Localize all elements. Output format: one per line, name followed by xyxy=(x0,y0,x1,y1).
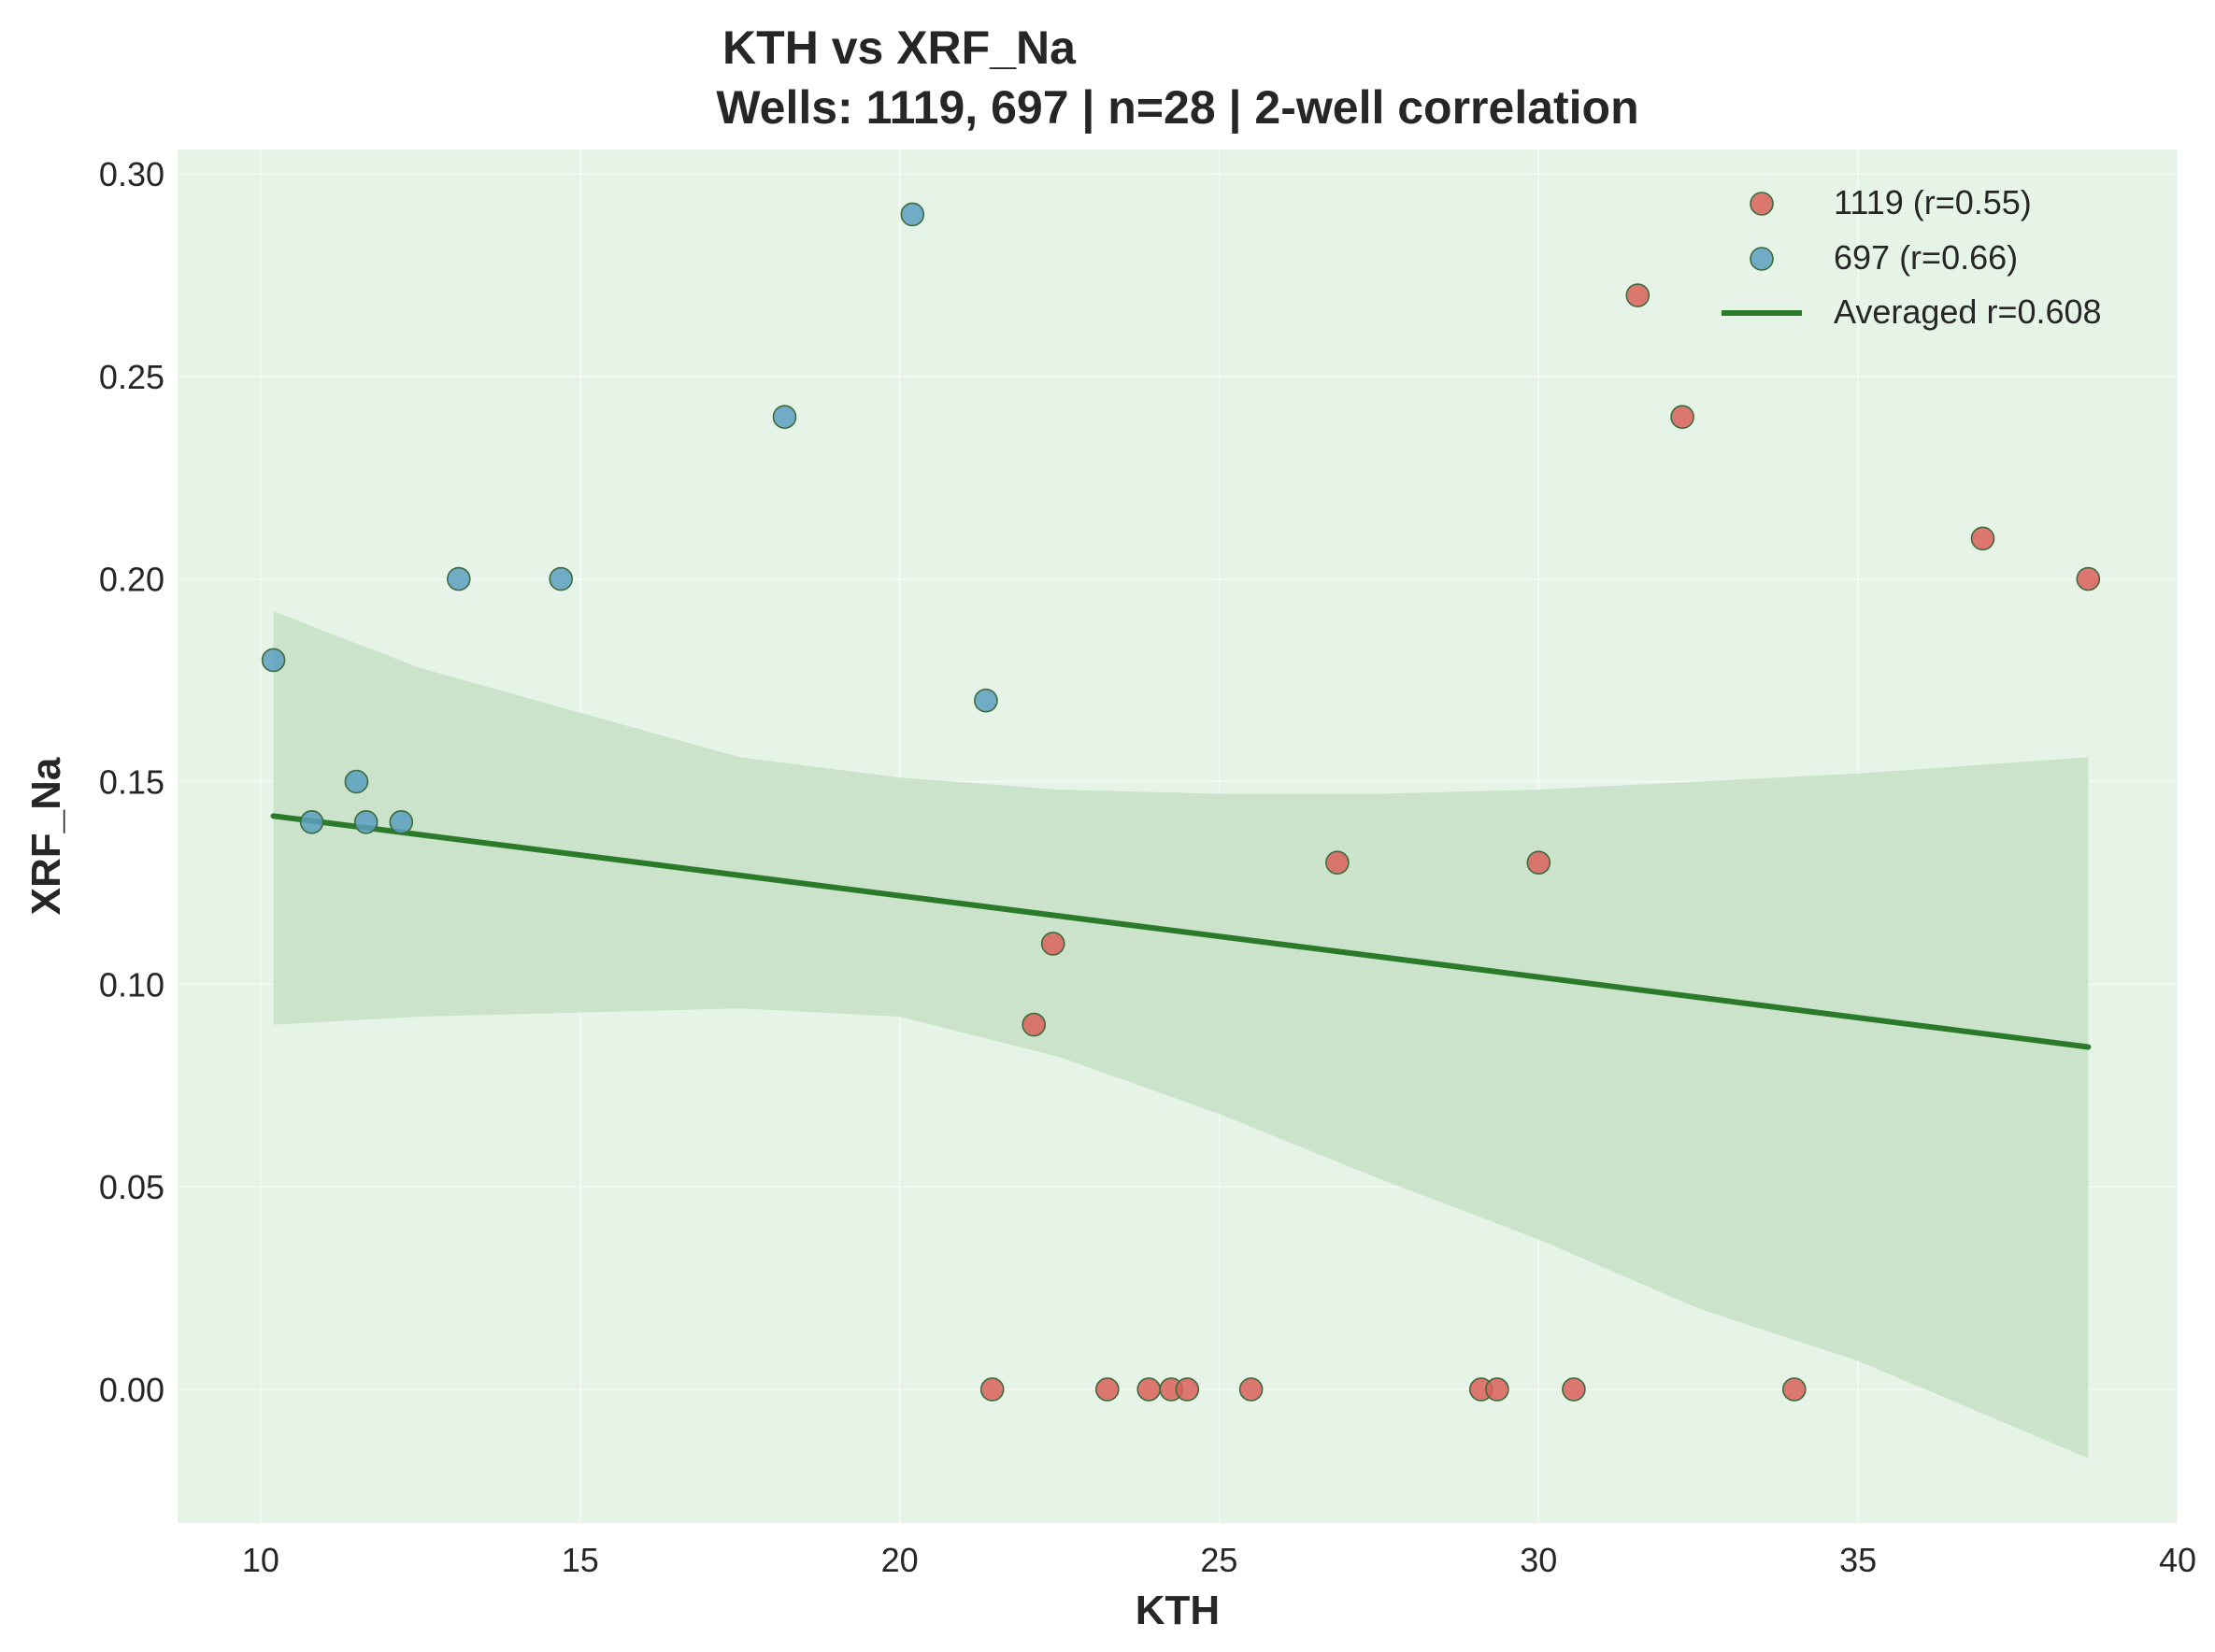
y-tick-label: 0.15 xyxy=(99,762,164,801)
data-point-1119 xyxy=(1526,850,1551,876)
data-point-1119 xyxy=(1970,526,1995,551)
confidence-band-layer xyxy=(273,611,2089,1459)
fit-line xyxy=(270,813,2092,1050)
x-tick-label: 15 xyxy=(562,1541,599,1579)
y-tick-label: 0.30 xyxy=(99,155,164,193)
legend-label-1119: 1119 (r=0.55) xyxy=(1834,183,2032,221)
y-tick-label: 0.00 xyxy=(99,1371,164,1409)
confidence-band xyxy=(273,611,2089,1459)
data-point-1119 xyxy=(1670,405,1694,430)
points-layer xyxy=(261,202,2101,1402)
x-tick-label: 25 xyxy=(1200,1541,1237,1579)
data-point-1119 xyxy=(1485,1377,1509,1402)
data-point-1119 xyxy=(1782,1377,1807,1402)
data-point-1119 xyxy=(2076,566,2101,591)
data-point-697 xyxy=(389,809,414,834)
data-point-1119 xyxy=(1040,932,1065,956)
x-tick-label: 10 xyxy=(242,1541,279,1579)
x-tick-label: 30 xyxy=(1520,1541,1557,1579)
chart-title: KTH vs XRF_Na xyxy=(722,21,1077,74)
data-point-697 xyxy=(549,566,574,591)
x-tick-labels: 10 15 20 25 30 35 40 xyxy=(242,1541,2196,1579)
data-point-697 xyxy=(344,769,369,794)
y-tick-label: 0.20 xyxy=(99,561,164,599)
data-point-1119 xyxy=(1022,1012,1046,1037)
data-point-1119 xyxy=(1095,1377,1120,1402)
data-point-1119 xyxy=(1136,1377,1161,1402)
legend-marker-1119 xyxy=(1750,192,1774,216)
x-axis-label: KTH xyxy=(1136,1588,1220,1633)
data-point-697 xyxy=(974,688,998,713)
y-axis-label: XRF_Na xyxy=(23,757,69,915)
legend-label-697: 697 (r=0.66) xyxy=(1834,238,2018,277)
data-point-1119 xyxy=(1625,283,1651,307)
legend-label-averaged: Averaged r=0.608 xyxy=(1834,292,2102,331)
data-point-697 xyxy=(446,566,471,591)
data-point-697 xyxy=(261,648,286,673)
data-point-1119 xyxy=(979,1377,1005,1402)
x-tick-label: 35 xyxy=(1839,1541,1877,1579)
fit-line-layer xyxy=(270,813,2092,1050)
y-tick-labels: 0.00 0.05 0.10 0.15 0.20 0.25 0.30 xyxy=(99,155,164,1409)
data-point-697 xyxy=(353,809,379,834)
data-point-1119 xyxy=(1562,1377,1586,1402)
chart-subtitle: Wells: 1119, 697 | n=28 | 2-well correla… xyxy=(716,81,1638,135)
data-point-1119 xyxy=(1238,1377,1264,1402)
data-point-1119 xyxy=(1175,1377,1200,1402)
x-tick-label: 20 xyxy=(881,1541,919,1579)
data-point-1119 xyxy=(1325,850,1350,876)
x-tick-label: 40 xyxy=(2159,1541,2196,1579)
data-point-697 xyxy=(900,202,925,227)
y-tick-label: 0.25 xyxy=(99,358,164,396)
data-point-697 xyxy=(299,809,324,834)
y-tick-label: 0.05 xyxy=(99,1168,164,1206)
y-tick-label: 0.10 xyxy=(99,965,164,1004)
legend-marker-697 xyxy=(1750,247,1774,271)
data-point-697 xyxy=(772,405,797,430)
legend: 1119 (r=0.55) 697 (r=0.66) Averaged r=0.… xyxy=(1722,183,2102,331)
